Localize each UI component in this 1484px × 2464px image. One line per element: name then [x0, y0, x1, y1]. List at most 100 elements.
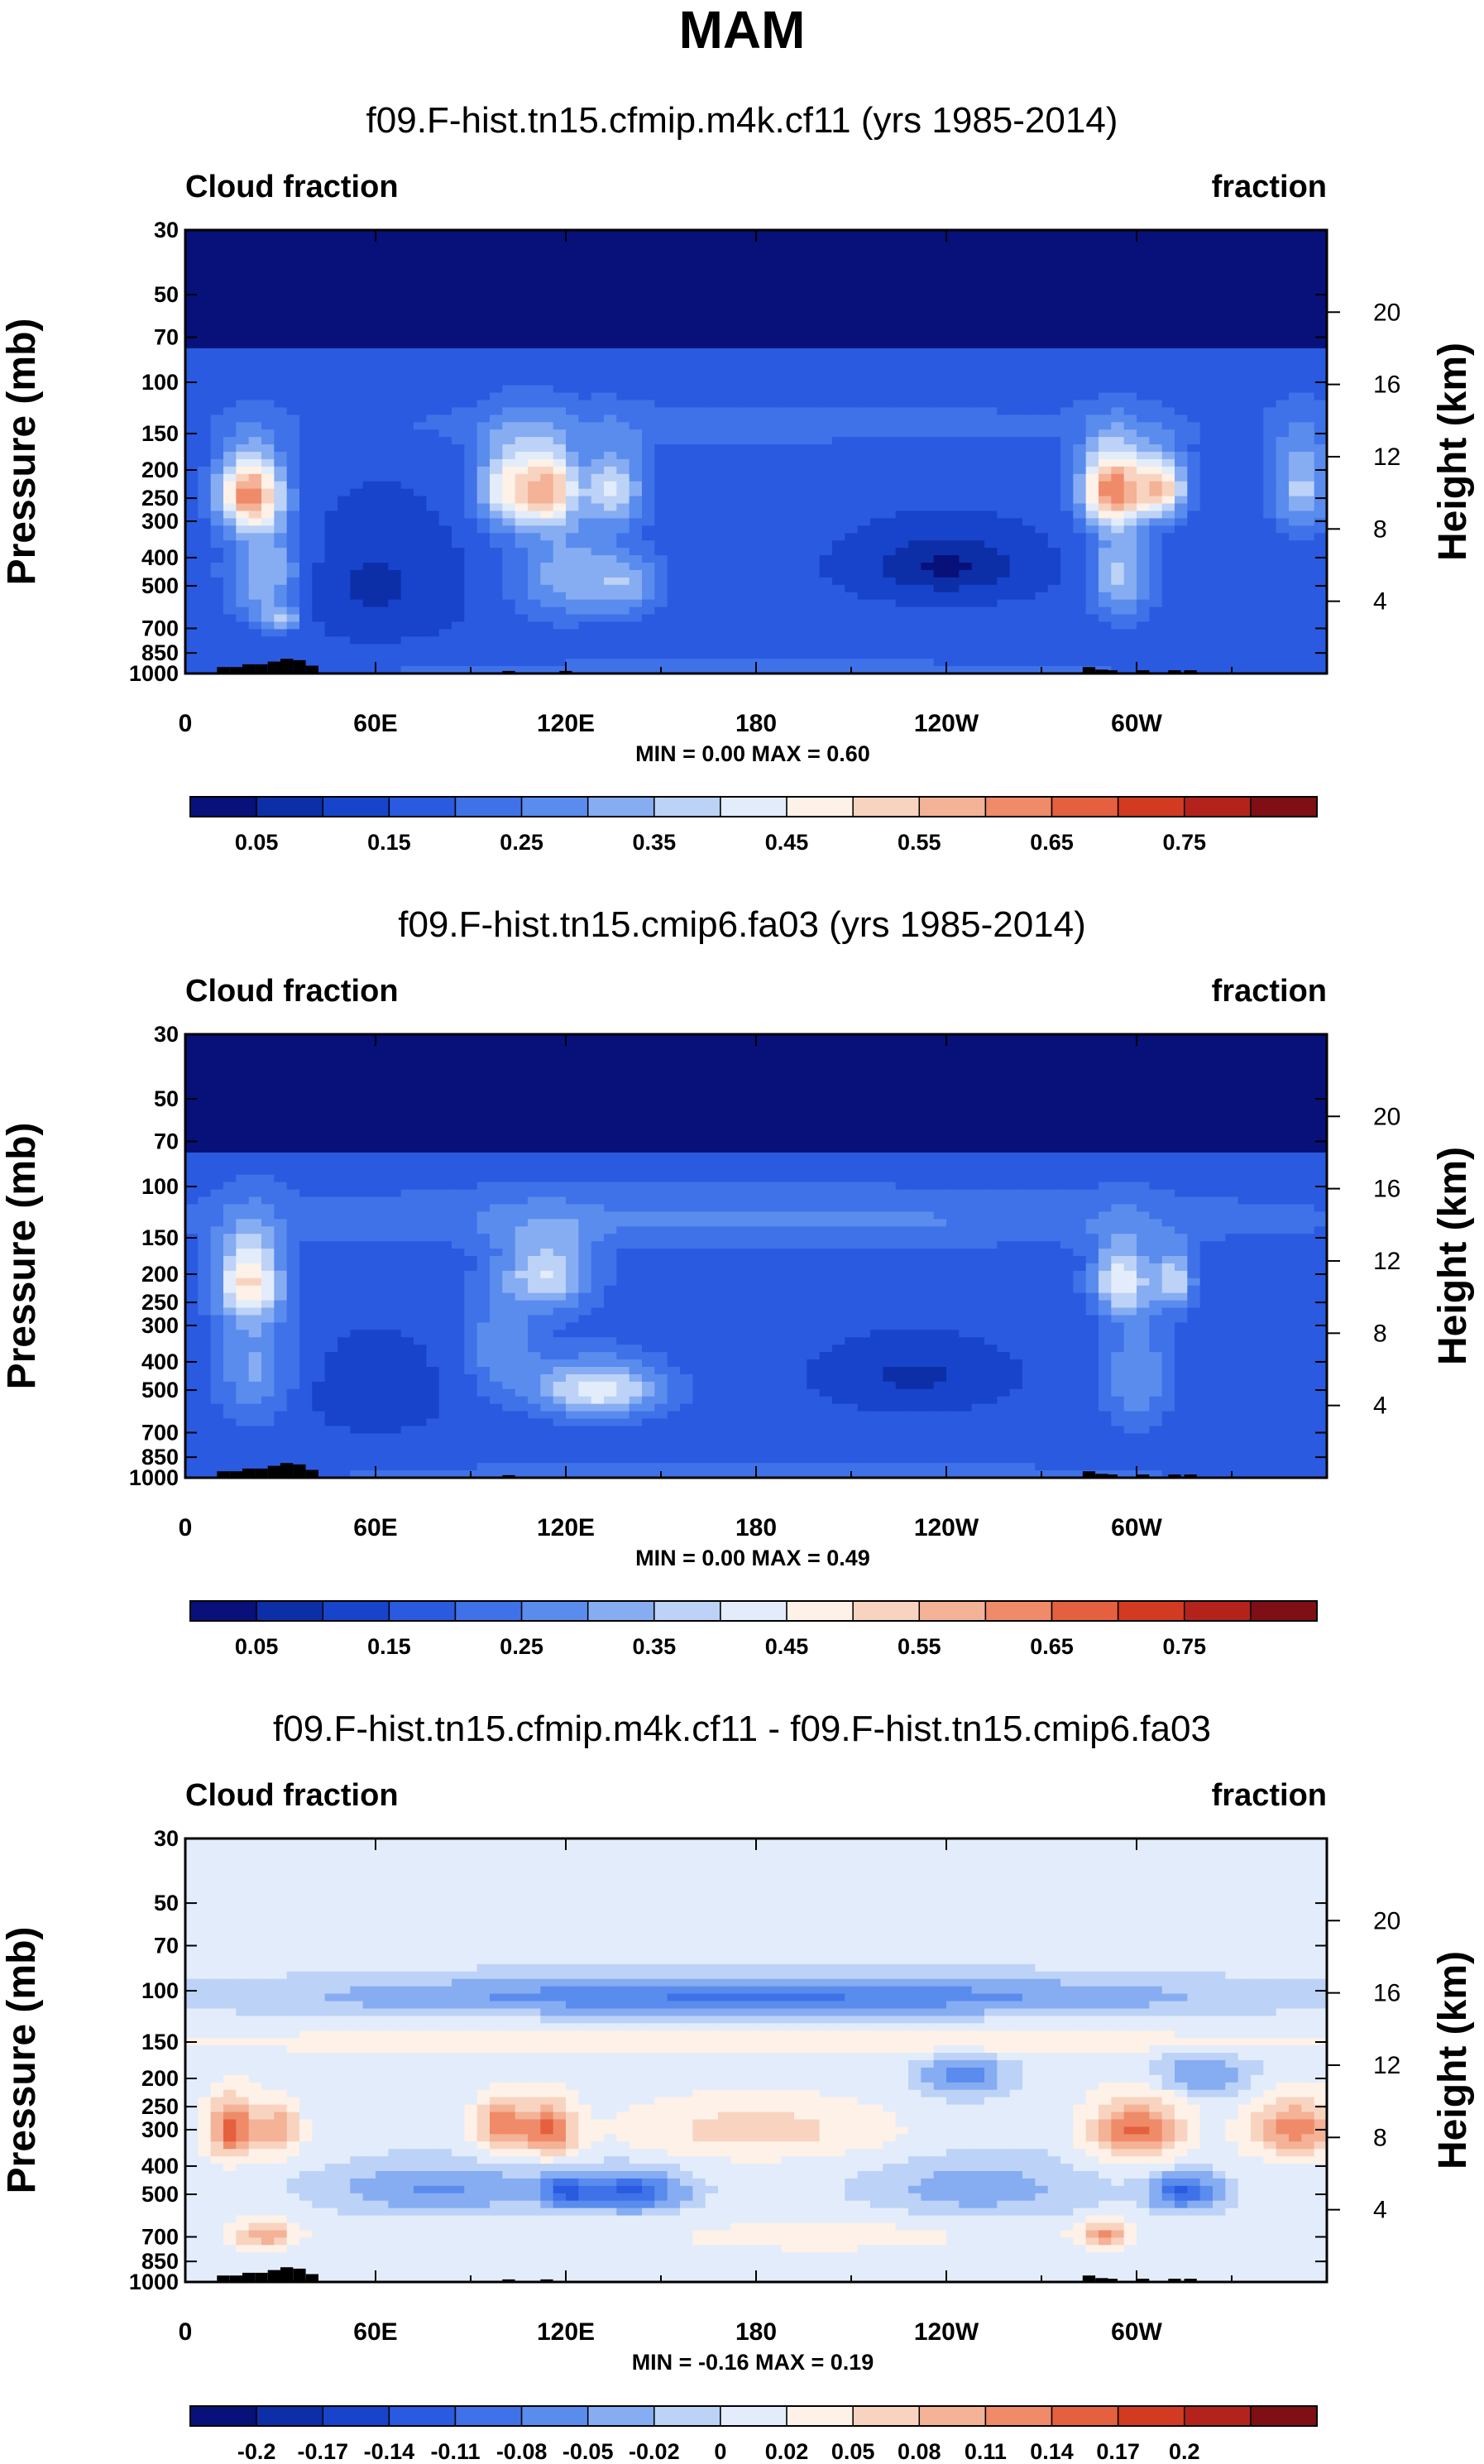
heatmap-cell	[553, 400, 567, 408]
heatmap-cell	[400, 614, 414, 623]
heatmap-cell	[476, 518, 491, 526]
heatmap-cell	[680, 296, 693, 304]
heatmap-cell	[1187, 496, 1201, 505]
heatmap-cell	[236, 563, 250, 571]
heatmap-cell	[604, 362, 617, 372]
heatmap-cell	[1111, 348, 1125, 357]
heatmap-cell	[718, 540, 731, 549]
heatmap-cell	[1213, 452, 1226, 460]
heatmap-cell	[426, 311, 440, 319]
heatmap-cell	[971, 592, 985, 601]
heatmap-cell	[705, 563, 719, 571]
heatmap-cell	[959, 415, 973, 423]
heatmap-cell	[604, 296, 617, 304]
heatmap-cell	[490, 400, 503, 408]
heatmap-cell	[692, 599, 706, 608]
heatmap-cell	[604, 481, 617, 490]
heatmap-cell	[1301, 422, 1315, 430]
heatmap-cell	[1111, 230, 1125, 238]
heatmap-cell	[946, 481, 960, 490]
heatmap-cell	[1213, 496, 1226, 505]
heatmap-cell	[566, 540, 579, 549]
heatmap-cell	[1060, 422, 1074, 430]
heatmap-cell	[1301, 452, 1315, 460]
heatmap-cell	[832, 548, 845, 556]
heatmap-cell	[680, 466, 693, 475]
heatmap-cell	[1099, 555, 1112, 563]
heatmap-cell	[362, 629, 376, 637]
heatmap-cell	[286, 584, 300, 593]
heatmap-cell	[464, 407, 478, 415]
heatmap-cell	[210, 333, 224, 342]
heatmap-cell	[515, 407, 529, 415]
heatmap-cell	[388, 281, 402, 290]
heatmap-cell	[921, 341, 935, 349]
heatmap-cell	[1137, 496, 1150, 505]
heatmap-cell	[642, 606, 655, 616]
heatmap-cell	[997, 362, 1011, 372]
heatmap-cell	[743, 341, 757, 349]
heatmap-cell	[1035, 437, 1049, 445]
heatmap-cell	[388, 311, 402, 319]
heatmap-cell	[414, 563, 427, 571]
heatmap-cell	[1047, 614, 1061, 623]
heatmap-cell	[553, 311, 567, 319]
heatmap-cell	[261, 621, 275, 630]
heatmap-cell	[1009, 415, 1023, 423]
heatmap-cell	[895, 540, 909, 549]
heatmap-cell	[400, 621, 414, 630]
heatmap-cell	[438, 599, 452, 608]
heatmap-cell	[1263, 563, 1277, 571]
heatmap-cell	[1047, 281, 1061, 290]
heatmap-cell	[312, 400, 326, 408]
heatmap-cell	[908, 437, 922, 445]
heatmap-cell	[1199, 525, 1214, 534]
heatmap-cell	[1301, 496, 1315, 505]
heatmap-cell	[781, 548, 795, 556]
heatmap-cell	[1123, 511, 1137, 519]
heatmap-cell	[452, 244, 465, 253]
heatmap-cell	[337, 407, 351, 415]
heatmap-cell	[730, 584, 744, 593]
heatmap-cell	[1175, 629, 1188, 637]
heatmap-cell	[1149, 355, 1163, 364]
heatmap-cell	[540, 289, 554, 297]
heatmap-cell	[946, 311, 960, 319]
heatmap-cell	[616, 311, 630, 319]
heatmap-cell	[1137, 237, 1150, 246]
heatmap-cell	[476, 606, 491, 616]
heatmap-cell	[1022, 392, 1036, 401]
heatmap-cell	[1047, 437, 1061, 445]
heatmap-cell	[1073, 362, 1087, 372]
heatmap-cell	[946, 466, 960, 475]
heatmap-cell	[502, 599, 516, 608]
heatmap-cell	[362, 577, 376, 586]
heatmap-cell	[261, 230, 275, 238]
heatmap-cell	[667, 296, 681, 304]
heatmap-cell	[476, 577, 491, 586]
heatmap-cell	[591, 385, 605, 394]
heatmap-cell	[616, 473, 630, 482]
heatmap-cell	[654, 304, 668, 312]
heatmap-cell	[566, 230, 579, 238]
heatmap-cell	[845, 400, 859, 408]
heatmap-cell	[1263, 319, 1277, 327]
heatmap-cell	[376, 629, 389, 637]
heatmap-cell	[223, 341, 237, 349]
heatmap-cell	[718, 259, 731, 268]
heatmap-cell	[857, 503, 871, 512]
heatmap-cell	[376, 304, 389, 312]
heatmap-cell	[286, 289, 300, 297]
heatmap-cell	[895, 466, 909, 475]
heatmap-cell	[591, 244, 605, 253]
heatmap-cell	[261, 429, 275, 438]
heatmap-cell	[1099, 584, 1112, 593]
heatmap-cell	[971, 319, 985, 327]
heatmap-cell	[337, 370, 351, 379]
heatmap-cell	[1289, 244, 1302, 253]
heatmap-cell	[1073, 569, 1087, 578]
heatmap-cell	[324, 400, 338, 408]
heatmap-cell	[1314, 621, 1328, 630]
heatmap-cell	[959, 563, 973, 571]
heatmap-cell	[705, 636, 719, 645]
